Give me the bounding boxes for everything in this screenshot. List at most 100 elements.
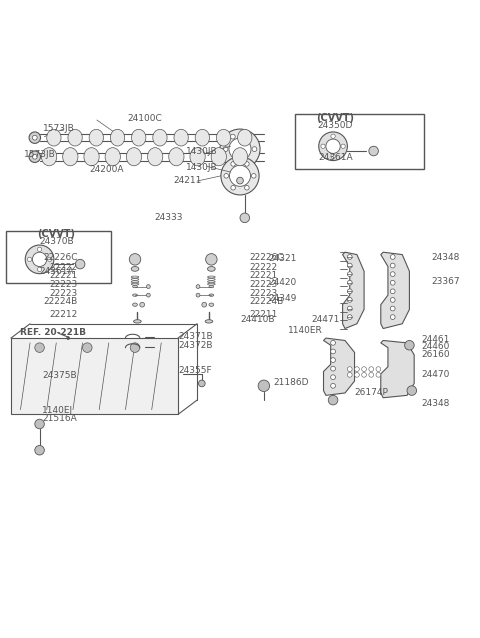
Circle shape	[35, 343, 44, 352]
Circle shape	[25, 245, 54, 274]
Circle shape	[229, 138, 251, 160]
Circle shape	[130, 343, 140, 352]
Text: 22224B: 22224B	[250, 297, 284, 306]
Text: 24100C: 24100C	[127, 114, 162, 123]
Circle shape	[407, 386, 417, 396]
Ellipse shape	[47, 130, 61, 146]
Text: 24348: 24348	[421, 399, 450, 408]
Ellipse shape	[216, 130, 231, 146]
Circle shape	[331, 341, 336, 345]
Circle shape	[390, 280, 395, 285]
Text: 1140EJ: 1140EJ	[42, 406, 73, 415]
Circle shape	[331, 383, 336, 388]
Text: 21516A: 21516A	[42, 414, 77, 423]
Circle shape	[29, 151, 40, 163]
Circle shape	[48, 257, 52, 262]
Circle shape	[223, 147, 228, 151]
Circle shape	[348, 280, 352, 285]
Text: 22212: 22212	[49, 309, 78, 319]
Text: 22222: 22222	[250, 263, 277, 272]
Text: 22226C: 22226C	[250, 253, 284, 262]
Ellipse shape	[110, 130, 125, 146]
Text: 24321: 24321	[269, 254, 297, 263]
Circle shape	[33, 135, 37, 140]
Circle shape	[245, 134, 250, 139]
Circle shape	[390, 263, 395, 268]
Circle shape	[237, 177, 243, 184]
Text: 24361A: 24361A	[39, 267, 73, 276]
Circle shape	[35, 445, 44, 455]
Circle shape	[230, 160, 235, 164]
Circle shape	[140, 302, 144, 307]
Text: 24471: 24471	[312, 315, 340, 325]
Ellipse shape	[153, 130, 167, 146]
Circle shape	[33, 252, 47, 267]
Ellipse shape	[147, 147, 163, 166]
Circle shape	[37, 267, 42, 272]
Circle shape	[35, 419, 44, 429]
Text: 22211: 22211	[250, 309, 278, 319]
Text: 24420: 24420	[269, 278, 297, 286]
Circle shape	[231, 186, 235, 190]
Circle shape	[83, 343, 92, 352]
Ellipse shape	[209, 294, 214, 296]
Text: 24371B: 24371B	[178, 332, 213, 341]
Text: 22223: 22223	[49, 280, 78, 289]
Ellipse shape	[209, 285, 214, 288]
Text: 24355F: 24355F	[178, 366, 212, 375]
Text: 24350D: 24350D	[318, 121, 353, 130]
Circle shape	[205, 254, 217, 265]
Circle shape	[348, 306, 352, 311]
Circle shape	[321, 144, 325, 149]
Text: 24410B: 24410B	[240, 315, 275, 325]
Text: 1140ER: 1140ER	[288, 327, 323, 336]
Circle shape	[390, 255, 395, 260]
Text: 21186D: 21186D	[274, 378, 309, 387]
Text: 23367: 23367	[431, 278, 459, 286]
Circle shape	[331, 358, 336, 362]
Ellipse shape	[105, 147, 120, 166]
Text: 24375B: 24375B	[42, 371, 77, 380]
Circle shape	[390, 315, 395, 320]
Bar	[11, 338, 178, 415]
Circle shape	[146, 285, 150, 288]
Circle shape	[319, 132, 348, 161]
Circle shape	[331, 375, 336, 380]
Circle shape	[362, 373, 366, 377]
Text: REF. 20-221B: REF. 20-221B	[21, 328, 86, 337]
Bar	[295, 114, 424, 168]
Circle shape	[390, 306, 395, 311]
Ellipse shape	[68, 130, 82, 146]
Circle shape	[376, 367, 381, 371]
Circle shape	[231, 161, 235, 167]
Circle shape	[348, 367, 352, 371]
Text: 22221: 22221	[49, 271, 78, 280]
Text: 24200A: 24200A	[89, 165, 124, 174]
Text: 22226C: 22226C	[43, 253, 78, 262]
Text: (CVVT): (CVVT)	[316, 113, 354, 122]
Text: 22222: 22222	[49, 263, 78, 272]
Circle shape	[129, 254, 141, 265]
Circle shape	[348, 272, 352, 276]
Circle shape	[331, 366, 336, 371]
Circle shape	[369, 146, 378, 156]
Ellipse shape	[207, 267, 215, 271]
Ellipse shape	[132, 285, 137, 288]
Text: 22223: 22223	[250, 280, 278, 289]
Circle shape	[245, 160, 250, 164]
Ellipse shape	[238, 130, 252, 146]
Ellipse shape	[133, 320, 141, 323]
Ellipse shape	[174, 130, 188, 146]
Circle shape	[331, 349, 336, 354]
Text: 1573JB: 1573JB	[43, 124, 74, 133]
Text: 24361A: 24361A	[318, 153, 353, 162]
Circle shape	[348, 255, 352, 260]
Ellipse shape	[232, 147, 248, 166]
Ellipse shape	[131, 267, 139, 271]
Text: 26160: 26160	[421, 350, 450, 359]
Circle shape	[221, 157, 259, 195]
Circle shape	[348, 263, 352, 268]
Circle shape	[237, 151, 243, 157]
Circle shape	[240, 213, 250, 223]
Circle shape	[369, 367, 373, 371]
